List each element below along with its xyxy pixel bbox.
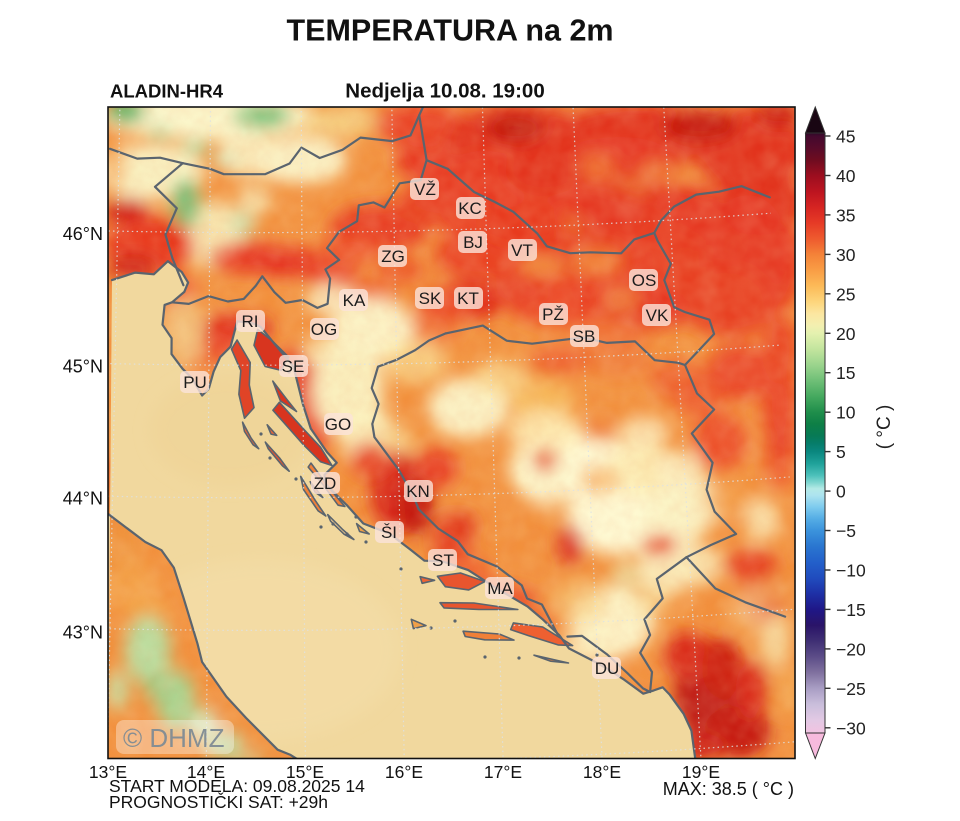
svg-text:BJ: BJ [463,233,483,252]
svg-text:Nedjelja 10.08. 19:00: Nedjelja 10.08. 19:00 [345,80,544,103]
svg-text:35: 35 [836,205,855,225]
svg-text:17°E: 17°E [484,762,522,782]
svg-text:VŽ: VŽ [414,180,436,199]
svg-text:46°N: 46°N [63,224,103,244]
svg-text:−30: −30 [836,718,866,738]
svg-text:−10: −10 [836,561,866,581]
svg-text:19°E: 19°E [682,762,720,782]
svg-text:ZD: ZD [314,474,337,493]
svg-text:5: 5 [836,442,846,462]
svg-text:13°E: 13°E [89,762,127,782]
svg-text:( °C ): ( °C ) [874,405,895,450]
svg-text:GO: GO [325,415,351,434]
svg-text:−20: −20 [836,639,866,659]
svg-text:20: 20 [836,324,856,344]
svg-text:15°E: 15°E [286,762,324,782]
svg-text:16°E: 16°E [385,762,423,782]
svg-text:SB: SB [573,327,596,346]
svg-text:PROGNOSTIČKI SAT: +29h: PROGNOSTIČKI SAT: +29h [109,791,328,812]
svg-text:MA: MA [487,579,513,598]
svg-text:25: 25 [836,284,855,304]
svg-text:45°N: 45°N [63,357,103,377]
svg-text:ZG: ZG [381,247,405,266]
svg-text:15: 15 [836,363,855,383]
svg-text:ALADIN-HR4: ALADIN-HR4 [110,81,224,102]
svg-text:MAX: 38.5 ( °C ): MAX: 38.5 ( °C ) [663,779,794,799]
svg-text:KN: KN [406,482,430,501]
svg-text:30: 30 [836,245,856,265]
svg-text:14°E: 14°E [187,762,225,782]
svg-text:TEMPERATURA na 2m: TEMPERATURA na 2m [286,14,613,48]
svg-text:START MODELA: 09.08.2025 14: START MODELA: 09.08.2025 14 [109,776,365,796]
svg-text:−15: −15 [836,600,866,620]
svg-text:© DHMZ: © DHMZ [123,723,225,753]
svg-text:KT: KT [457,289,479,308]
svg-text:DU: DU [595,659,620,678]
svg-text:KC: KC [458,199,482,218]
svg-text:40: 40 [836,166,856,186]
svg-text:43°N: 43°N [63,623,103,643]
svg-text:44°N: 44°N [63,489,103,509]
svg-text:RI: RI [242,312,259,331]
svg-text:PŽ: PŽ [542,305,564,324]
svg-text:PU: PU [183,373,207,392]
svg-text:VK: VK [646,306,669,325]
svg-text:OG: OG [311,320,337,339]
svg-text:VT: VT [511,241,533,260]
svg-text:−5: −5 [836,521,856,541]
svg-text:45: 45 [836,127,855,147]
svg-text:SE: SE [282,357,305,376]
svg-text:0: 0 [836,482,846,502]
svg-text:−25: −25 [836,679,866,699]
svg-text:18°E: 18°E [583,762,621,782]
svg-text:SK: SK [419,289,442,308]
svg-text:10: 10 [836,403,856,423]
svg-text:ST: ST [432,551,454,570]
svg-text:OS: OS [632,271,657,290]
svg-text:ŠI: ŠI [381,523,397,542]
svg-text:KA: KA [343,291,366,310]
